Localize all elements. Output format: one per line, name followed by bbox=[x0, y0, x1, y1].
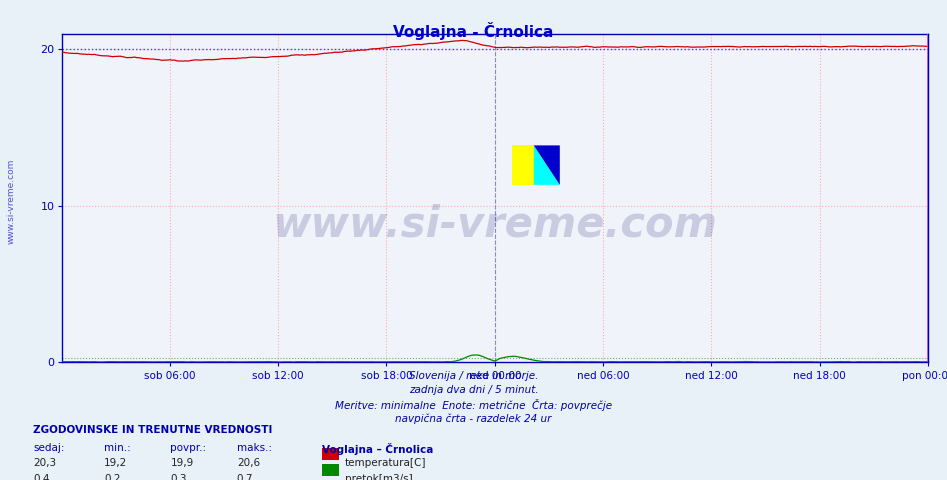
Text: zadnja dva dni / 5 minut.: zadnja dva dni / 5 minut. bbox=[409, 385, 538, 395]
Text: 0,4: 0,4 bbox=[33, 474, 49, 480]
Text: 0,7: 0,7 bbox=[237, 474, 253, 480]
Text: Voglajna - Črnolica: Voglajna - Črnolica bbox=[393, 22, 554, 40]
Text: Voglajna – Črnolica: Voglajna – Črnolica bbox=[322, 443, 434, 455]
Polygon shape bbox=[534, 145, 560, 185]
Text: 20,6: 20,6 bbox=[237, 458, 259, 468]
Text: 19,2: 19,2 bbox=[104, 458, 128, 468]
Text: www.si-vreme.com: www.si-vreme.com bbox=[273, 204, 717, 245]
Text: sedaj:: sedaj: bbox=[33, 443, 64, 453]
Text: ZGODOVINSKE IN TRENUTNE VREDNOSTI: ZGODOVINSKE IN TRENUTNE VREDNOSTI bbox=[33, 425, 273, 435]
Text: maks.:: maks.: bbox=[237, 443, 272, 453]
Text: min.:: min.: bbox=[104, 443, 131, 453]
Text: www.si-vreme.com: www.si-vreme.com bbox=[7, 159, 16, 244]
Text: 19,9: 19,9 bbox=[170, 458, 194, 468]
Text: Meritve: minimalne  Enote: metrične  Črta: povprečje: Meritve: minimalne Enote: metrične Črta:… bbox=[335, 399, 612, 411]
Text: povpr.:: povpr.: bbox=[170, 443, 206, 453]
Polygon shape bbox=[534, 145, 560, 185]
Text: Slovenija / reke in morje.: Slovenija / reke in morje. bbox=[409, 371, 538, 381]
Text: 0,2: 0,2 bbox=[104, 474, 120, 480]
Text: pretok[m3/s]: pretok[m3/s] bbox=[345, 474, 413, 480]
Text: 0,3: 0,3 bbox=[170, 474, 187, 480]
Bar bbox=[512, 145, 534, 185]
Text: 20,3: 20,3 bbox=[33, 458, 56, 468]
Text: temperatura[C]: temperatura[C] bbox=[345, 458, 426, 468]
Text: navpična črta - razdelek 24 ur: navpična črta - razdelek 24 ur bbox=[395, 414, 552, 424]
